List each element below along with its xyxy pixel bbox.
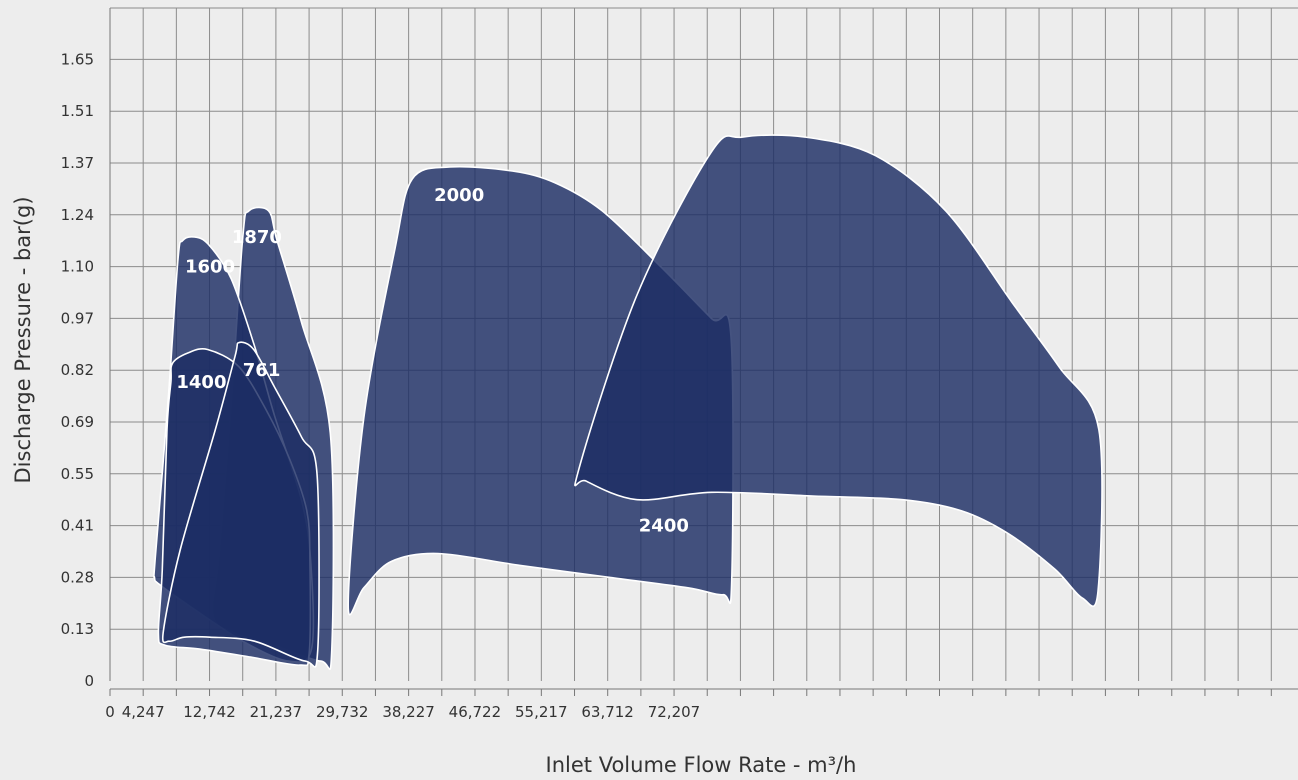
y-tick-label: 0.28 [61,568,94,586]
x-tick-label: 21,237 [250,703,303,721]
region-label-761: 761 [243,360,281,381]
region-label-2400: 2400 [639,516,689,537]
region-761 [161,341,320,668]
region-label-1400: 1400 [176,372,226,393]
y-tick-label: 0.41 [61,517,94,535]
y-tick-label: 0.82 [61,361,94,379]
plot-regions [153,134,1103,671]
region-2400 [574,134,1103,607]
y-tick-label: 1.51 [61,102,94,120]
x-axis-title: Inlet Volume Flow Rate - m³/h [546,753,857,777]
y-tick-label: 0.55 [61,465,94,483]
region-labels: 2000 2400 1870 1600 1400 761 [176,185,688,537]
y-tick-label: 1.24 [61,206,94,224]
y-tick-label: 0 [84,672,94,690]
region-label-1600: 1600 [185,257,235,278]
y-tick-label: 0.13 [61,620,94,638]
x-tick-label: 4,247 [122,703,165,721]
y-tick-label: 1.65 [61,50,94,68]
x-tick-label: 63,712 [581,703,634,721]
y-tick-label: 0.97 [61,309,94,327]
x-tick-label: 72,207 [648,703,701,721]
x-tick-label: 55,217 [515,703,568,721]
x-tick-label: 12,742 [183,703,236,721]
y-tick-label: 1.10 [61,258,94,276]
region-label-2000: 2000 [434,185,484,206]
region-label-1870: 1870 [232,227,282,248]
x-tick-label: 0 [105,703,115,721]
region-2000 [347,165,734,616]
axes: 0 4,247 12,742 21,237 29,732 38,227 46,722 55,2… [61,8,1298,721]
x-tick-label: 38,227 [382,703,435,721]
x-tick-label: 29,732 [316,703,369,721]
y-tick-label: 1.37 [61,154,94,172]
y-tick-label: 0.69 [61,413,94,431]
x-tick-label: 46,722 [449,703,502,721]
y-axis-title: Discharge Pressure - bar(g) [11,196,35,483]
